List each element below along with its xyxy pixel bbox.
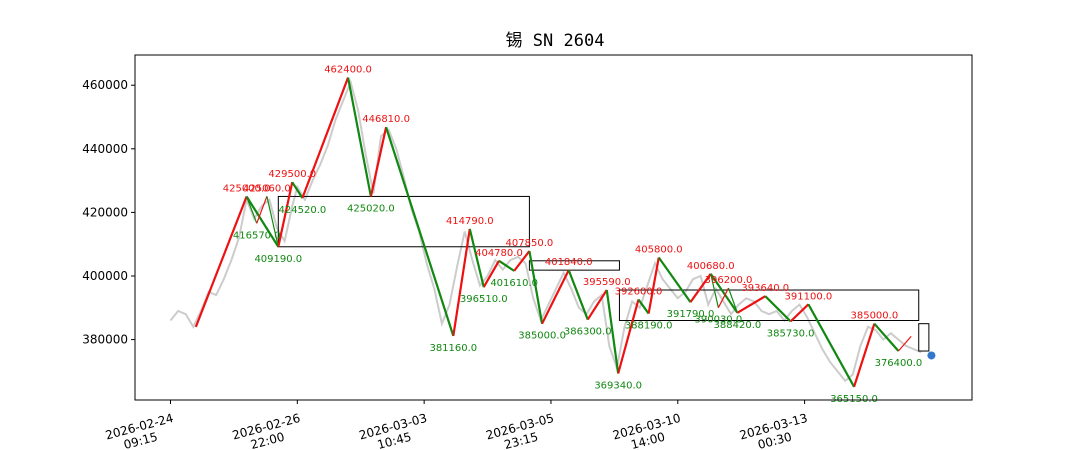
low-pivot-label: 376400.0 bbox=[875, 358, 923, 369]
low-pivot-label: 385000.0 bbox=[518, 331, 566, 342]
stroke-line bbox=[764, 295, 792, 322]
high-pivot-label: 401840.0 bbox=[545, 257, 593, 268]
high-pivot-label: 400680.0 bbox=[687, 261, 735, 272]
high-pivot-label: 425060.0 bbox=[243, 183, 291, 194]
high-pivot-label: 414790.0 bbox=[446, 216, 494, 227]
stroke-line bbox=[266, 196, 279, 247]
stroke-line bbox=[873, 323, 899, 352]
segment-line bbox=[709, 273, 739, 314]
y-tick-label: 460000 bbox=[82, 78, 128, 92]
zhongshu-box bbox=[618, 289, 920, 322]
high-pivot-label: 425000.0 bbox=[223, 183, 271, 194]
stroke-line bbox=[717, 287, 730, 308]
stroke-line bbox=[737, 295, 766, 314]
high-pivot-label: 392600.0 bbox=[615, 287, 663, 298]
high-pivot-label: 405800.0 bbox=[635, 245, 683, 256]
stroke-line bbox=[807, 303, 855, 388]
stroke-line bbox=[710, 273, 719, 308]
high-pivot-label: 462400.0 bbox=[324, 65, 372, 76]
low-pivot-label: 391790.0 bbox=[667, 309, 715, 320]
stroke-line bbox=[291, 181, 303, 199]
stroke-series bbox=[195, 77, 912, 388]
stroke-line bbox=[301, 77, 349, 199]
low-pivot-label: 424520.0 bbox=[279, 205, 327, 216]
low-pivot-label: 385730.0 bbox=[767, 328, 815, 339]
low-pivot-label: 390030.0 bbox=[695, 315, 743, 326]
stroke-line bbox=[277, 182, 293, 247]
stroke-line bbox=[648, 257, 660, 314]
segment-line bbox=[245, 195, 280, 248]
stroke-line bbox=[370, 127, 387, 197]
stroke-line bbox=[568, 269, 589, 320]
zhongshu-box bbox=[528, 260, 620, 271]
stroke-line bbox=[513, 250, 530, 272]
y-tick-label: 420000 bbox=[82, 205, 128, 219]
y-tick-label: 380000 bbox=[82, 333, 128, 347]
y-tick-label: 400000 bbox=[82, 269, 128, 283]
stroke-line bbox=[637, 299, 650, 314]
low-pivot-label: 388190.0 bbox=[625, 321, 673, 332]
high-pivot-label: 404780.0 bbox=[475, 248, 523, 259]
stroke-line bbox=[658, 257, 691, 303]
stroke-line bbox=[483, 260, 500, 288]
low-pivot-label: 416570.0 bbox=[233, 230, 281, 241]
stroke-line bbox=[541, 269, 570, 324]
stroke-line bbox=[617, 299, 640, 374]
last-point-marker bbox=[927, 351, 936, 360]
low-pivot-label: 409190.0 bbox=[254, 254, 302, 265]
zhongshu-box bbox=[918, 323, 930, 352]
stroke-line bbox=[853, 323, 875, 387]
stroke-line bbox=[790, 303, 809, 322]
high-pivot-label: 407850.0 bbox=[506, 238, 554, 249]
stroke-line bbox=[385, 126, 454, 337]
stroke-line bbox=[606, 289, 619, 374]
stroke-line bbox=[347, 77, 372, 197]
stroke-line bbox=[587, 289, 608, 320]
stroke-line bbox=[246, 196, 258, 224]
y-tick-label: 440000 bbox=[82, 142, 128, 156]
y-axis: 380000 400000 420000 440000 460000 bbox=[82, 78, 135, 347]
stroke-line bbox=[498, 260, 515, 272]
low-pivot-label: 425020.0 bbox=[347, 203, 395, 214]
low-pivot-label: 381160.0 bbox=[429, 343, 477, 354]
stroke-line bbox=[452, 228, 471, 336]
low-pivot-label: 386300.0 bbox=[564, 327, 612, 338]
chart-title: 锡 SN 2604 bbox=[506, 31, 605, 51]
high-pivot-label: 393640.0 bbox=[741, 283, 789, 294]
high-pivot-label: 396200.0 bbox=[705, 275, 753, 286]
high-pivot-label: 429500.0 bbox=[268, 169, 316, 180]
stroke-line bbox=[727, 287, 738, 314]
stroke-line bbox=[195, 196, 248, 328]
stroke-line bbox=[689, 273, 712, 303]
low-pivot-label: 401610.0 bbox=[490, 278, 538, 289]
zhongshu-box bbox=[277, 195, 530, 248]
plot-area-frame bbox=[134, 54, 973, 401]
low-pivot-label: 388420.0 bbox=[714, 320, 762, 331]
stroke-line bbox=[256, 196, 268, 224]
stroke-line bbox=[469, 228, 485, 288]
high-pivot-label: 395590.0 bbox=[583, 277, 631, 288]
low-pivot-label: 365150.0 bbox=[830, 394, 878, 405]
stroke-line bbox=[528, 250, 543, 324]
high-pivot-label: 391100.0 bbox=[785, 291, 833, 302]
low-pivot-label: 396510.0 bbox=[460, 294, 508, 305]
high-pivot-label: 446810.0 bbox=[362, 114, 410, 125]
low-pivot-label: 369340.0 bbox=[594, 380, 642, 391]
zhongshu-boxes bbox=[277, 195, 930, 352]
last-point-marker-group bbox=[927, 351, 936, 360]
stroke-line bbox=[897, 336, 912, 352]
high-pivot-label: 385000.0 bbox=[850, 311, 898, 322]
